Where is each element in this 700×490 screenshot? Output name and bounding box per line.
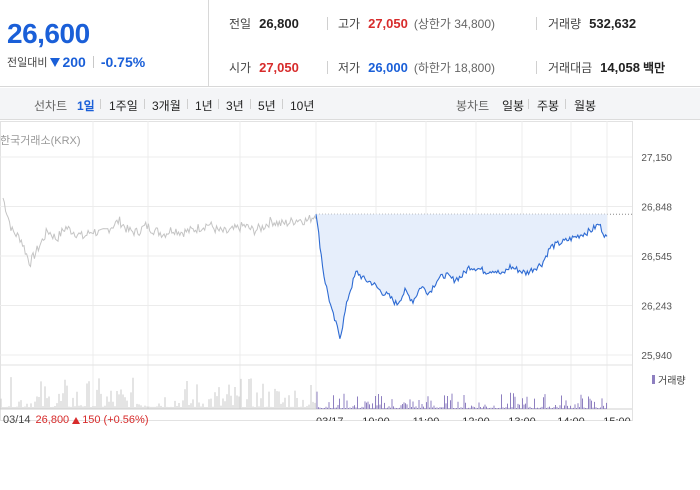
divider — [218, 99, 219, 109]
today-area-fill — [316, 214, 607, 339]
stat-value: 26,000 — [368, 60, 408, 75]
current-price-box: 26,600 전일대비 200 -0.75% — [0, 0, 209, 87]
x-tick-label: 10:00 — [362, 416, 390, 421]
quote-summary: 26,600 전일대비 200 -0.75% 전일 26,800 고가 27,0… — [0, 0, 700, 87]
divider — [92, 56, 94, 68]
prev-session-line — [2, 197, 317, 268]
y-tick-label: 26,848 — [641, 203, 672, 214]
volume-legend-label: 거래량 — [658, 376, 686, 387]
divider — [536, 17, 537, 30]
stat-value: 14,058 — [600, 60, 640, 75]
stat-label: 전일 — [229, 17, 252, 31]
tab-1-day[interactable]: 1일 — [77, 99, 95, 113]
stat-high: 고가 27,050 (상한가 34,800) — [338, 15, 495, 32]
stat-label: 시가 — [229, 61, 252, 75]
divider — [250, 99, 251, 109]
stat-unit: 백만 — [642, 61, 666, 75]
tab-10-years[interactable]: 10년 — [290, 99, 315, 113]
y-tick-label: 26,545 — [641, 252, 672, 263]
exchange-label: 한국거래소(KRX) — [0, 135, 81, 147]
x-tick-label: 12:00 — [462, 416, 490, 421]
x-tick-label: 15:00 — [603, 416, 631, 421]
prev-day-date: 03/14 — [3, 414, 31, 426]
line-chart-label: 선차트 — [34, 99, 68, 113]
tab-3-months[interactable]: 3개월 — [152, 99, 181, 113]
stat-label: 거래대금 — [548, 61, 593, 75]
divider — [282, 99, 283, 109]
divider — [144, 99, 145, 109]
change-percent: -0.75% — [100, 54, 146, 70]
tab-1-year[interactable]: 1년 — [195, 99, 213, 113]
stat-turnover: 거래대금 14,058 백만 — [548, 59, 665, 76]
stat-open: 시가 27,050 — [229, 59, 299, 76]
stat-value: 27,050 — [259, 60, 299, 75]
upper-limit: (상한가 34,800) — [413, 17, 496, 31]
x-tick-label: 14:00 — [557, 416, 585, 421]
current-price: 26,600 — [7, 18, 90, 49]
prev-day-change: 150 — [82, 414, 101, 426]
change-label: 전일대비 — [7, 57, 48, 69]
change-row: 전일대비 200 -0.75% — [7, 54, 145, 70]
x-tick-label: 11:00 — [413, 416, 440, 421]
stat-value: 27,050 — [368, 16, 408, 31]
chart-tab-bar: 선차트 1일 1주일 3개월 1년 3년 5년 10년 봉차트 일봉 주봉 월봉 — [0, 88, 700, 120]
prev-day-change-pct: (+0.56%) — [103, 414, 149, 426]
change-amount: 200 — [62, 54, 86, 70]
legend-swatch — [652, 375, 655, 384]
intraday-price-chart[interactable]: 27,150 26,848 26,545 26,243 25,940 03/17 10:00… — [0, 121, 700, 421]
lower-limit: (하한가 18,800) — [413, 61, 496, 75]
y-tick-label: 27,150 — [641, 153, 672, 164]
tab-5-years[interactable]: 5년 — [258, 99, 276, 113]
up-arrow-icon — [72, 416, 81, 424]
y-tick-label: 25,940 — [641, 351, 672, 362]
tab-weekly-candle[interactable]: 주봉 — [537, 99, 560, 113]
stat-value: 532,632 — [589, 16, 637, 31]
volume-legend: 거래량 — [652, 372, 686, 387]
candle-chart-label: 봉차트 — [456, 99, 490, 113]
divider — [100, 99, 101, 109]
divider — [187, 99, 188, 109]
x-tick-label: 03/17 — [316, 416, 344, 421]
tab-1-week[interactable]: 1주일 — [109, 99, 138, 113]
stat-label: 저가 — [338, 61, 361, 75]
divider — [565, 99, 566, 109]
y-tick-label: 26,243 — [641, 302, 672, 313]
prev-day-summary: 03/14 26,800 150 (+0.56%) — [3, 414, 149, 426]
tab-3-years[interactable]: 3년 — [226, 99, 244, 113]
prev-day-price: 26,800 — [35, 414, 70, 426]
tab-daily-candle[interactable]: 일봉 — [502, 99, 525, 113]
stat-label: 고가 — [338, 17, 361, 31]
stat-value: 26,800 — [259, 16, 299, 31]
stat-volume: 거래량 532,632 — [548, 15, 636, 32]
stat-low: 저가 26,000 (하한가 18,800) — [338, 59, 495, 76]
stat-prev-close: 전일 26,800 — [229, 15, 299, 32]
divider — [327, 61, 328, 74]
divider — [536, 61, 537, 74]
tab-monthly-candle[interactable]: 월봉 — [574, 99, 597, 113]
divider — [528, 99, 529, 109]
stat-label: 거래량 — [548, 17, 582, 31]
today-session-line — [315, 214, 608, 339]
divider — [327, 17, 328, 30]
down-arrow-icon — [50, 57, 61, 67]
x-tick-label: 13:00 — [508, 416, 536, 421]
